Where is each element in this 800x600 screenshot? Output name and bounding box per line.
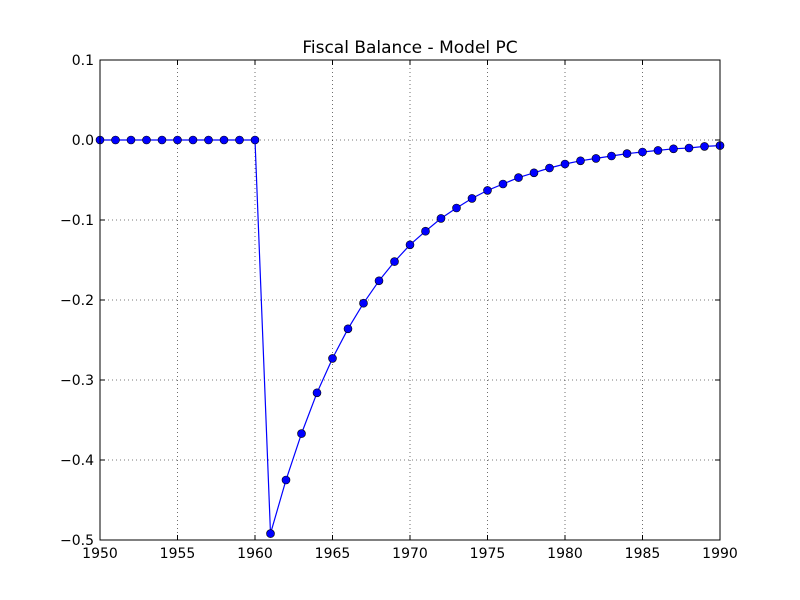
data-point [700, 142, 709, 151]
y-axis-tick-labels: 0.1 0.0 −0.1 −0.2 −0.3 −0.4 −0.5 [60, 53, 94, 549]
series-markers [95, 135, 725, 538]
data-point [638, 147, 647, 157]
data-point [390, 257, 399, 266]
data-point [219, 135, 229, 145]
data-point [653, 146, 663, 155]
data-point [405, 240, 415, 250]
data-point [173, 135, 182, 145]
data-point [157, 135, 167, 145]
x-tick-label: 1990 [702, 546, 738, 562]
chart-title: Fiscal Balance - Model PC [302, 38, 517, 58]
data-point [576, 156, 585, 166]
data-point [684, 143, 694, 153]
data-point [529, 168, 539, 178]
y-tick-label: 0.1 [72, 53, 94, 69]
data-point [204, 135, 213, 145]
data-point [359, 298, 368, 308]
data-point [266, 529, 275, 538]
x-tick-label: 1980 [547, 546, 583, 562]
y-tick-label: −0.3 [60, 373, 94, 389]
x-tick-label: 1985 [625, 546, 661, 562]
x-tick-label: 1970 [392, 546, 428, 562]
y-tick-label: −0.5 [60, 533, 94, 549]
data-point [142, 135, 151, 145]
data-point [591, 154, 601, 163]
data-point [126, 135, 136, 145]
data-point [281, 475, 291, 485]
y-tick-label: −0.4 [60, 453, 94, 469]
data-point [560, 159, 570, 169]
x-tick-label: 1960 [237, 546, 273, 562]
x-tick-label: 1975 [470, 546, 506, 562]
data-point [312, 388, 322, 398]
y-tick-label: −0.1 [60, 213, 94, 229]
axes-frame [99, 59, 721, 541]
x-tick-label: 1955 [160, 546, 196, 562]
data-point [669, 144, 678, 154]
data-point [343, 324, 353, 334]
data-point [328, 354, 337, 363]
data-point [452, 203, 461, 213]
y-tick-label: −0.2 [60, 293, 94, 309]
data-point [250, 135, 260, 145]
x-tick-label: 1950 [82, 546, 118, 562]
data-point [111, 135, 120, 145]
data-point [235, 135, 244, 145]
data-point [297, 429, 306, 438]
data-point [421, 226, 430, 236]
x-tick-label: 1965 [315, 546, 351, 562]
data-point [622, 149, 632, 158]
data-point [436, 214, 446, 223]
data-point [545, 163, 554, 173]
data-point [483, 186, 492, 195]
y-tick-label: 0.0 [72, 133, 94, 149]
data-point [374, 276, 384, 286]
grid [99, 59, 721, 541]
plot-area [95, 135, 725, 538]
data-point [498, 179, 508, 189]
data-point [188, 135, 198, 145]
data-point [514, 173, 523, 182]
data-point [607, 151, 616, 161]
x-axis-tick-labels: 1950 1955 1960 1965 1970 1975 1980 1985 1990 [82, 546, 738, 562]
data-point [467, 194, 477, 203]
